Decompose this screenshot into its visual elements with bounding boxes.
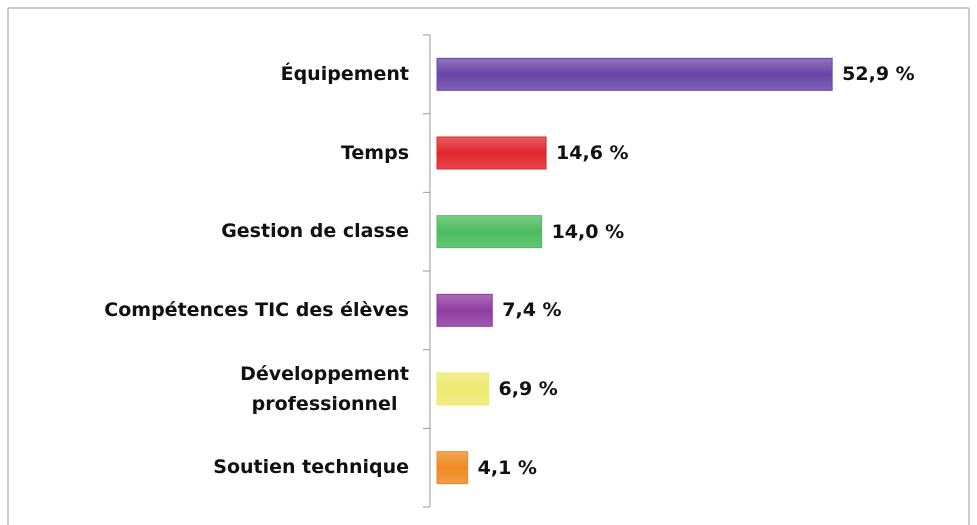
value-label: 14,6 % (556, 142, 629, 164)
category-label-box: Soutien technique (9, 428, 409, 506)
category-label-box: Équipement (9, 35, 409, 113)
value-label: 6,9 % (498, 378, 558, 400)
bar (436, 136, 547, 170)
bar (436, 372, 490, 406)
category-label: Gestion de classe (221, 220, 409, 243)
bar (436, 57, 833, 91)
category-label: Temps (340, 141, 409, 164)
category-label-box: Gestion de classe (9, 192, 409, 270)
value-label: 4,1 % (477, 456, 537, 479)
value-label: 14,0 % (551, 220, 625, 243)
category-label-box: Développement professionnel (9, 350, 409, 428)
category-label-box: Temps (9, 114, 409, 192)
category-label-box: Compétences TIC des élèves (9, 271, 409, 349)
category-label: Équipement (280, 63, 409, 85)
category-label: Soutien technique (213, 456, 409, 479)
category-label: Développement professionnel (240, 362, 409, 415)
value-label: 7,4 % (502, 299, 562, 322)
bar (436, 215, 543, 249)
category-label: Compétences TIC des élèves (104, 299, 409, 321)
value-label: 52,9 % (842, 63, 915, 86)
bar (436, 293, 493, 327)
bar (436, 451, 469, 485)
